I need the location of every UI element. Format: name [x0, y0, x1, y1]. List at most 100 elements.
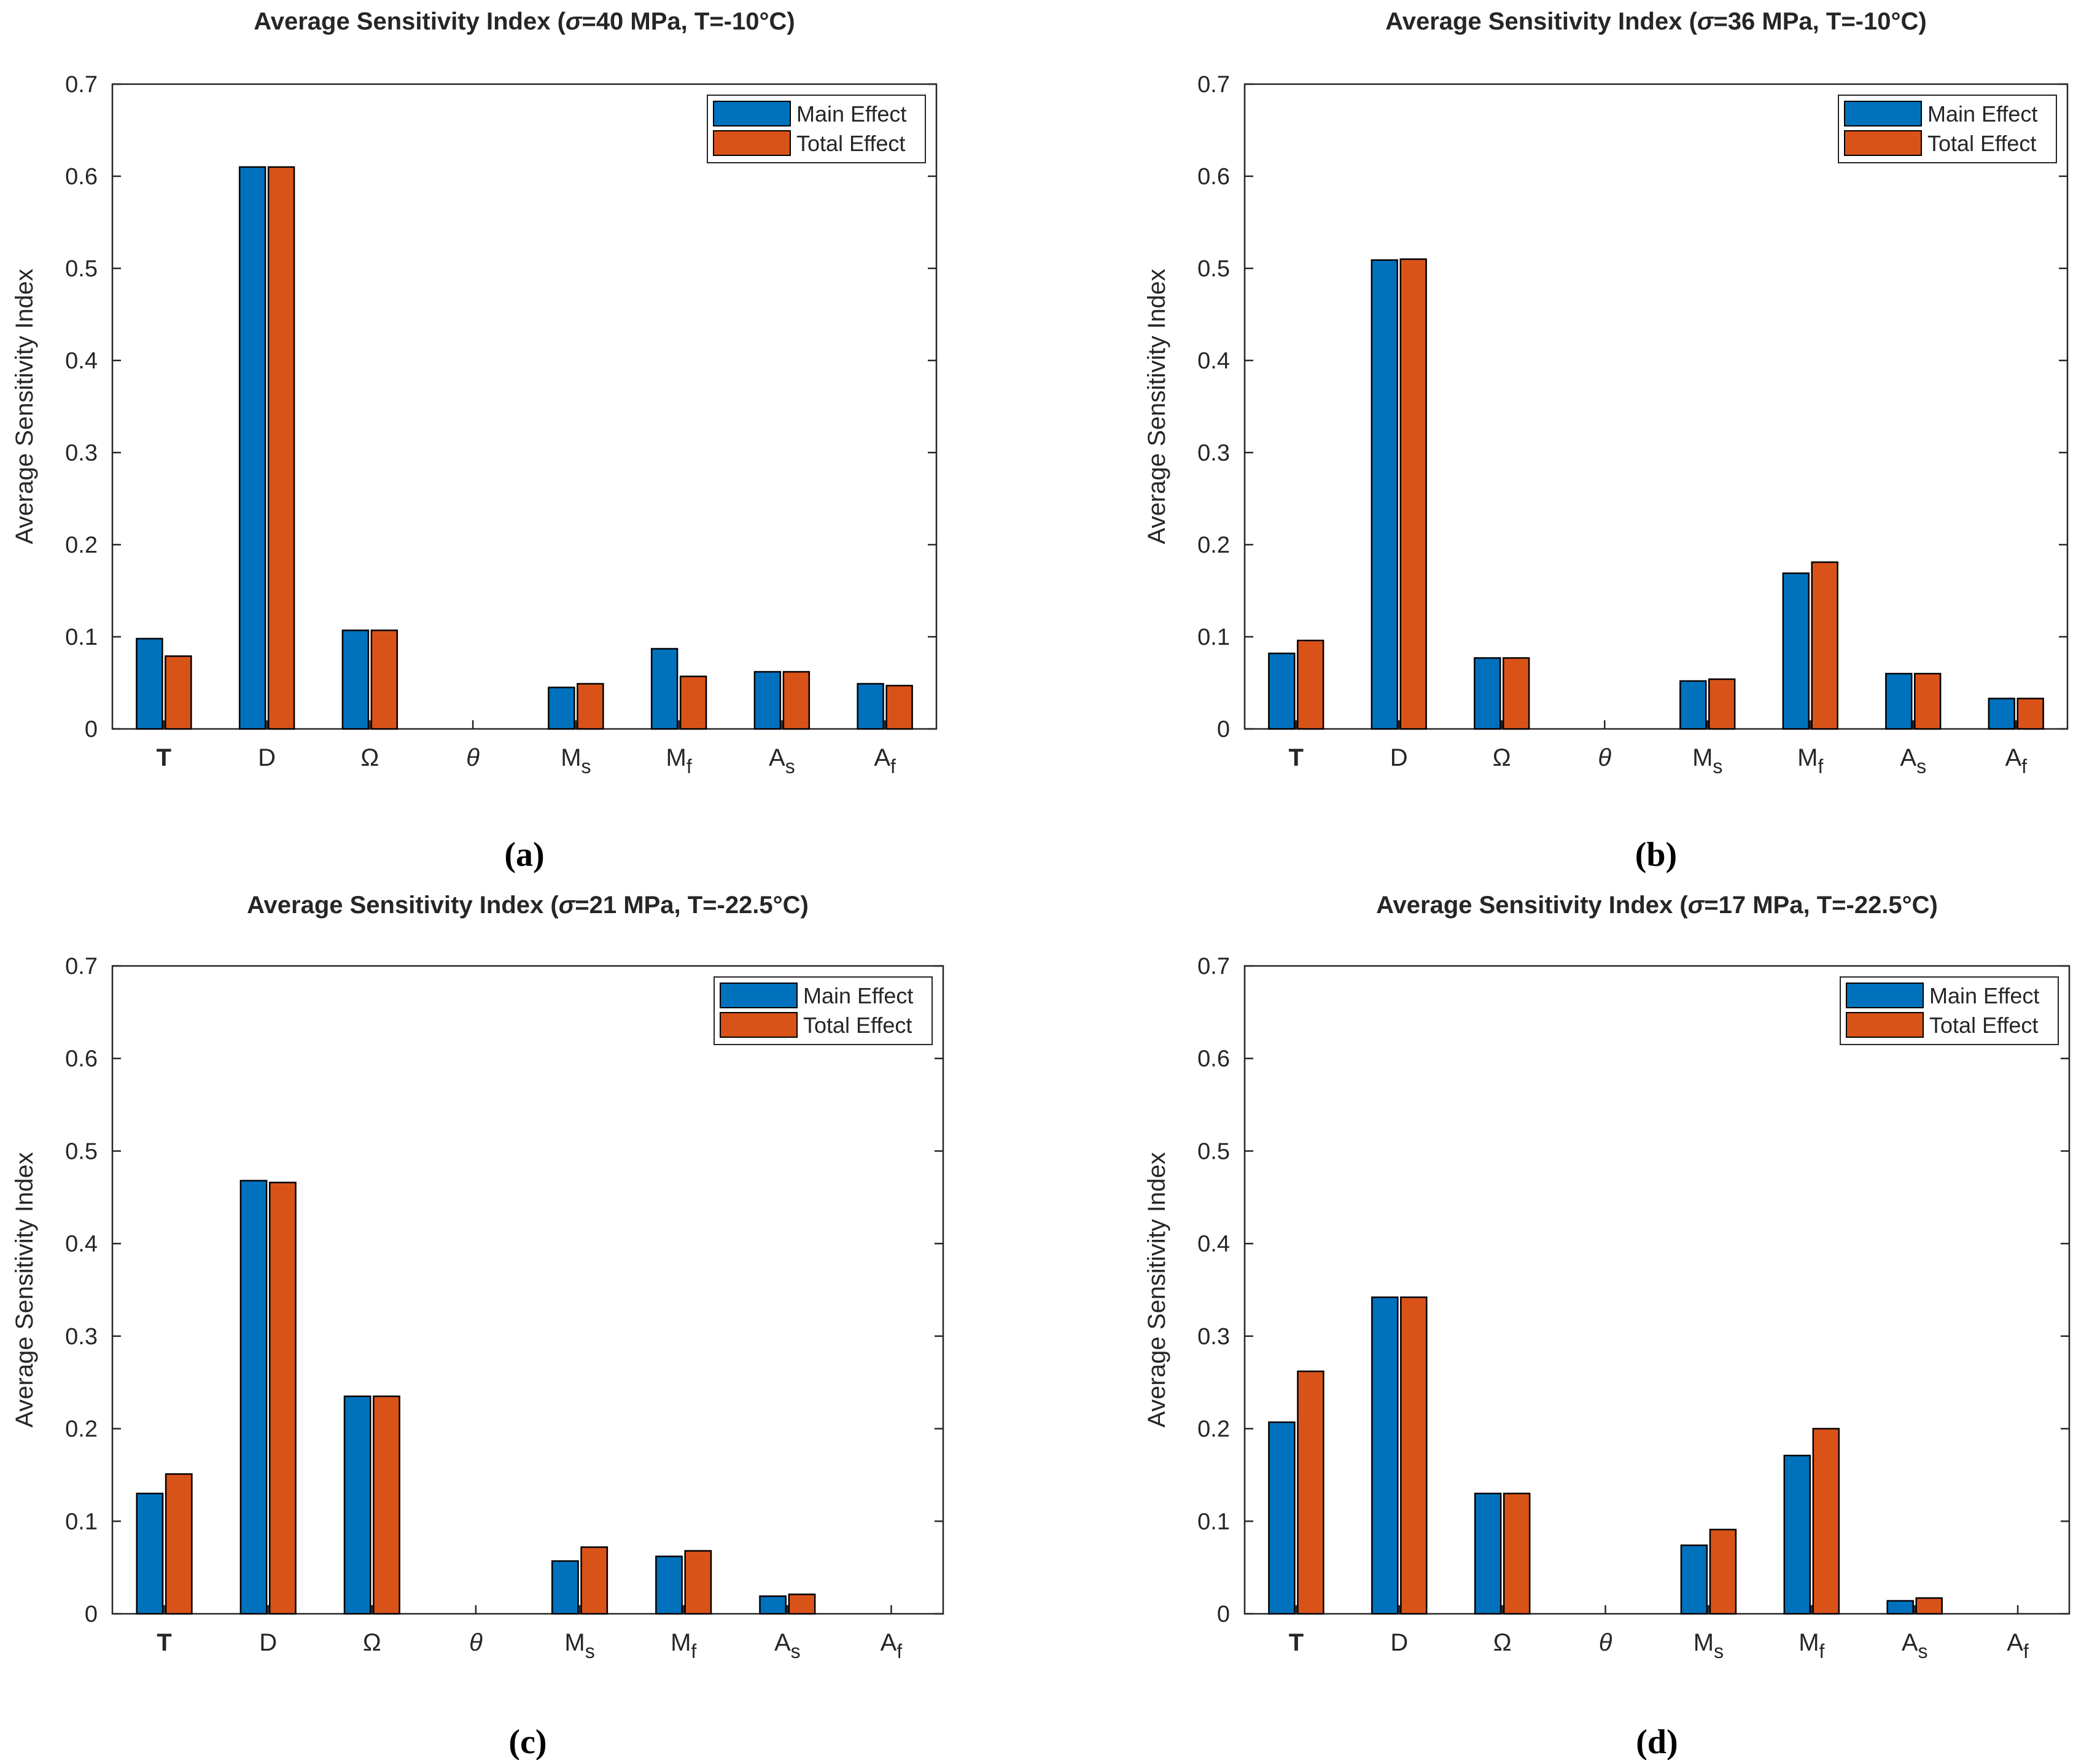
plot-area [111, 965, 944, 1615]
x-tick-label: T [157, 1629, 171, 1656]
y-tick-label: 0.4 [1197, 348, 1230, 374]
bar-main-effect-4 [548, 687, 575, 730]
bar-total-effect-1 [1400, 1296, 1428, 1615]
bar-main-effect-0 [136, 637, 163, 730]
legend-swatch-main-effect [720, 983, 798, 1008]
y-axis-label: Average Sensitivity Index [11, 1152, 38, 1427]
chart-panel-b: Average Sensitivity Index (σ=36 MPa, T=-… [1143, 8, 2069, 874]
legend-swatch-total-effect [1846, 1012, 1924, 1038]
bar-total-effect-6 [782, 671, 811, 730]
x-tick-label: As [1900, 744, 1926, 777]
y-tick-label: 0.3 [1197, 1324, 1230, 1350]
bar-main-effect-1 [1371, 1296, 1399, 1615]
y-tick-label: 0.6 [1197, 1046, 1230, 1072]
bar-total-effect-0 [1297, 639, 1324, 730]
chart-title: Average Sensitivity Index (σ=21 MPa, T=-… [247, 892, 809, 919]
y-tick-label: 0.5 [65, 256, 98, 282]
panel-caption: (d) [1636, 1723, 1678, 1760]
x-tick-label: Mf [1799, 1629, 1824, 1662]
plot-area [111, 83, 938, 730]
bar-total-effect-7 [885, 685, 913, 730]
legend: Main Effect Total Effect [707, 95, 926, 163]
bar-main-effect-5 [1782, 572, 1810, 730]
legend-entry-total-effect: Total Effect [1927, 131, 2036, 156]
y-tick-label: 0.1 [1197, 625, 1230, 650]
y-tick-label: 0.7 [1197, 954, 1230, 979]
bar-total-effect-2 [1503, 657, 1530, 730]
y-axis-label: Average Sensitivity Index [11, 269, 38, 544]
x-tick-label: Ms [561, 744, 591, 777]
bar-total-effect-1 [267, 166, 295, 730]
chart-panel-a: Average Sensitivity Index (σ=40 MPa, T=-… [11, 8, 938, 874]
y-tick-label: 0.3 [65, 1324, 98, 1350]
legend-swatch-main-effect [1846, 983, 1924, 1008]
bar-total-effect-6 [1914, 672, 1942, 730]
bar-total-effect-4 [580, 1546, 609, 1615]
bar-total-effect-2 [373, 1395, 400, 1615]
y-tick-label: 0.1 [65, 625, 98, 650]
bar-main-effect-4 [551, 1560, 579, 1615]
legend: Main Effect Total Effect [714, 976, 933, 1045]
bar-main-effect-7 [857, 683, 884, 730]
y-tick-label: 0.2 [65, 1417, 98, 1442]
x-tick-label: As [1902, 1629, 1928, 1662]
bar-total-effect-4 [1709, 1528, 1737, 1615]
bar-main-effect-6 [1886, 1600, 1914, 1615]
y-tick-label: 0 [1217, 717, 1230, 742]
x-tick-label: T [1289, 1629, 1304, 1656]
chart-title: Average Sensitivity Index (σ=17 MPa, T=-… [1376, 892, 1938, 919]
y-tick-label: 0.7 [65, 72, 98, 98]
legend-entry-main-effect: Main Effect [1927, 101, 2037, 126]
y-tick-label: 0.2 [65, 532, 98, 558]
y-tick-label: 0.3 [65, 440, 98, 466]
x-tick-label: D [258, 744, 276, 771]
x-tick-label: T [1289, 744, 1304, 771]
bar-main-effect-6 [1885, 672, 1913, 730]
bar-total-effect-4 [577, 683, 604, 730]
bar-total-effect-0 [165, 655, 192, 730]
legend-swatch-main-effect [1844, 101, 1922, 126]
x-tick-label: θ [1599, 1629, 1612, 1656]
bar-main-effect-7 [1988, 698, 2015, 730]
bar-total-effect-4 [1708, 678, 1736, 730]
y-tick-label: 0.5 [1197, 1138, 1230, 1164]
x-tick-label: Ω [363, 1629, 381, 1656]
x-tick-label: Ms [564, 1629, 594, 1662]
legend-entry-main-effect: Main Effect [796, 101, 906, 126]
bar-total-effect-5 [684, 1550, 712, 1615]
legend-entry-total-effect: Total Effect [803, 1013, 912, 1038]
bar-main-effect-6 [759, 1595, 787, 1615]
y-tick-label: 0.3 [1197, 440, 1230, 466]
y-tick-label: 0 [85, 717, 98, 742]
y-tick-label: 0 [85, 1601, 98, 1627]
x-tick-label: Mf [666, 744, 692, 777]
bar-main-effect-5 [650, 648, 679, 730]
x-tick-label: Af [881, 1629, 903, 1662]
y-tick-label: 0.4 [1197, 1231, 1230, 1257]
chart-title: Average Sensitivity Index (σ=40 MPa, T=-… [254, 8, 795, 35]
bar-total-effect-6 [788, 1594, 816, 1615]
legend: Main Effect Total Effect [1840, 976, 2059, 1045]
x-tick-label: Af [874, 744, 896, 777]
x-tick-label: Mf [671, 1629, 696, 1662]
x-tick-label: Ω [360, 744, 379, 771]
bar-main-effect-6 [753, 671, 782, 730]
x-tick-label: D [259, 1629, 277, 1656]
legend-entry-total-effect: Total Effect [1929, 1013, 2038, 1038]
x-tick-label: As [774, 1629, 801, 1662]
x-tick-label: D [1390, 744, 1408, 771]
bar-main-effect-4 [1679, 680, 1707, 730]
y-tick-label: 0.7 [1197, 72, 1230, 98]
bar-total-effect-7 [2016, 698, 2044, 730]
y-tick-label: 0.6 [65, 1046, 98, 1072]
bar-main-effect-5 [1783, 1455, 1811, 1615]
bar-total-effect-6 [1915, 1597, 1943, 1615]
bar-total-effect-2 [370, 629, 399, 730]
legend: Main Effect Total Effect [1838, 95, 2057, 163]
x-tick-label: Af [2005, 744, 2027, 777]
bar-main-effect-2 [341, 629, 370, 730]
x-tick-label: Ω [1493, 1629, 1512, 1656]
bar-main-effect-5 [655, 1555, 683, 1615]
legend-swatch-total-effect [720, 1012, 798, 1038]
